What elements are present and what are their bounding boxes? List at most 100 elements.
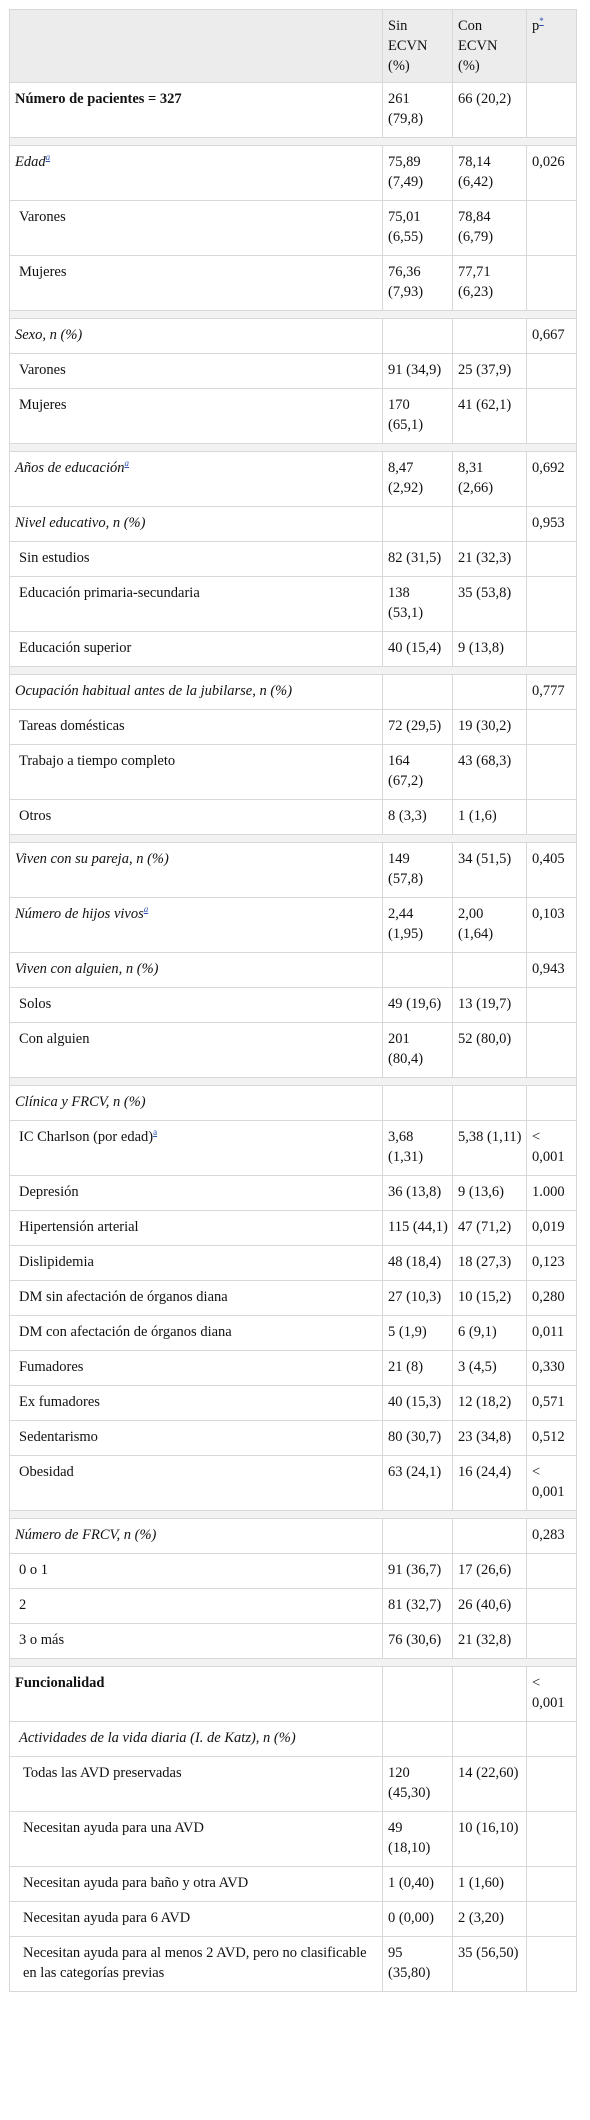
row-label: Sin estudios bbox=[9, 541, 383, 577]
value-con-ecvn bbox=[452, 1721, 527, 1757]
footnote-link[interactable]: a bbox=[124, 458, 130, 469]
table-row: Ocupación habitual antes de la jubilarse… bbox=[9, 674, 577, 710]
value-con-ecvn: 3 (4,5) bbox=[452, 1350, 527, 1386]
row-label: 2 bbox=[9, 1588, 383, 1624]
spacer-cell bbox=[9, 1658, 577, 1667]
value-con-ecvn: 9 (13,6) bbox=[452, 1175, 527, 1211]
row-label: Actividades de la vida diaria (I. de Kat… bbox=[9, 1721, 383, 1757]
value-con-ecvn: 41 (62,1) bbox=[452, 388, 527, 444]
footnote-link[interactable]: a bbox=[153, 1127, 158, 1138]
value-sin-ecvn: 3,68 (1,31) bbox=[382, 1120, 453, 1176]
value-p: 0,667 bbox=[526, 318, 577, 354]
table-row: Hipertensión arterial 115 (44,1) 47 (71,2)… bbox=[9, 1210, 577, 1246]
row-label-text: Varones bbox=[19, 362, 66, 378]
row-label-text: Funcionalidad bbox=[15, 1675, 105, 1691]
table-row: Nivel educativo, n (%) 0,953 bbox=[9, 506, 577, 542]
value-p bbox=[526, 1756, 577, 1812]
value-sin-ecvn: 115 (44,1) bbox=[382, 1210, 453, 1246]
row-spacer bbox=[9, 666, 577, 675]
value-con-ecvn: 43 (68,3) bbox=[452, 744, 527, 800]
row-spacer bbox=[9, 1510, 577, 1519]
value-sin-ecvn: 95 (35,80) bbox=[382, 1936, 453, 1992]
row-spacer bbox=[9, 1658, 577, 1667]
table-row: Otros 8 (3,3) 1 (1,6) bbox=[9, 799, 577, 835]
value-con-ecvn: 18 (27,3) bbox=[452, 1245, 527, 1281]
value-sin-ecvn: 81 (32,7) bbox=[382, 1588, 453, 1624]
row-label: Número de FRCV, n (%) bbox=[9, 1518, 383, 1554]
row-label-text: Ex fumadores bbox=[19, 1394, 100, 1410]
value-con-ecvn: 10 (15,2) bbox=[452, 1280, 527, 1316]
row-label: Mujeres bbox=[9, 255, 383, 311]
row-label: Solos bbox=[9, 987, 383, 1023]
value-sin-ecvn: 8 (3,3) bbox=[382, 799, 453, 835]
row-label-text: Mujeres bbox=[19, 264, 67, 280]
value-con-ecvn: 47 (71,2) bbox=[452, 1210, 527, 1246]
value-sin-ecvn: 5 (1,9) bbox=[382, 1315, 453, 1351]
value-con-ecvn bbox=[452, 318, 527, 354]
row-label-text: Educación primaria-secundaria bbox=[19, 585, 200, 601]
value-p: < 0,001 bbox=[526, 1120, 577, 1176]
spacer-cell bbox=[9, 834, 577, 843]
row-label: Educación superior bbox=[9, 631, 383, 667]
value-con-ecvn: 66 (20,2) bbox=[452, 82, 527, 138]
row-label: Hipertensión arterial bbox=[9, 1210, 383, 1246]
value-sin-ecvn: 27 (10,3) bbox=[382, 1280, 453, 1316]
table-row: Sedentarismo 80 (30,7) 23 (34,8) 0,512 bbox=[9, 1420, 577, 1456]
value-p bbox=[526, 1811, 577, 1867]
value-p bbox=[526, 541, 577, 577]
value-sin-ecvn bbox=[382, 318, 453, 354]
value-p: 0,123 bbox=[526, 1245, 577, 1281]
row-label: Funcionalidad bbox=[9, 1666, 383, 1722]
value-sin-ecvn: 75,01 (6,55) bbox=[382, 200, 453, 256]
table-row: Actividades de la vida diaria (I. de Kat… bbox=[9, 1721, 577, 1757]
value-sin-ecvn bbox=[382, 506, 453, 542]
table-row: Dislipidemia 48 (18,4) 18 (27,3) 0,123 bbox=[9, 1245, 577, 1281]
value-con-ecvn: 34 (51,5) bbox=[452, 842, 527, 898]
value-con-ecvn: 13 (19,7) bbox=[452, 987, 527, 1023]
value-p bbox=[526, 1936, 577, 1992]
value-sin-ecvn: 82 (31,5) bbox=[382, 541, 453, 577]
row-label: Ex fumadores bbox=[9, 1385, 383, 1421]
value-p: 0,777 bbox=[526, 674, 577, 710]
row-label: IC Charlson (por edad)a bbox=[9, 1120, 383, 1176]
row-label: Necesitan ayuda para 6 AVD bbox=[9, 1901, 383, 1937]
table-row: Varones 91 (34,9) 25 (37,9) bbox=[9, 353, 577, 389]
row-label-text: 3 o más bbox=[19, 1632, 65, 1648]
header-sin-ecvn: Sin ECVN (%) bbox=[382, 9, 453, 83]
footnote-link[interactable]: a bbox=[45, 152, 51, 163]
table-row: Depresión 36 (13,8) 9 (13,6) 1.000 bbox=[9, 1175, 577, 1211]
row-label: Obesidad bbox=[9, 1455, 383, 1511]
spacer-cell bbox=[9, 1077, 577, 1086]
footnote-link[interactable]: a bbox=[143, 904, 149, 915]
value-con-ecvn: 2 (3,20) bbox=[452, 1901, 527, 1937]
row-label-text: Años de educación bbox=[15, 460, 125, 476]
row-label-text: 0 o 1 bbox=[19, 1562, 48, 1578]
value-p: 0,692 bbox=[526, 451, 577, 507]
value-con-ecvn: 78,84 (6,79) bbox=[452, 200, 527, 256]
value-con-ecvn: 78,14 (6,42) bbox=[452, 145, 527, 201]
value-p bbox=[526, 1588, 577, 1624]
row-label: Años de educacióna bbox=[9, 451, 383, 507]
value-p bbox=[526, 576, 577, 632]
row-label-text: Mujeres bbox=[19, 397, 67, 413]
value-sin-ecvn: 91 (34,9) bbox=[382, 353, 453, 389]
table-row: 3 o más 76 (30,6) 21 (32,8) bbox=[9, 1623, 577, 1659]
row-label-text: Nivel educativo, n (%) bbox=[15, 515, 146, 531]
footnote-link-star[interactable]: * bbox=[539, 16, 544, 27]
row-label-text: Clínica y FRCV, n (%) bbox=[15, 1094, 146, 1110]
table-row: Necesitan ayuda para una AVD 49 (18,10) 10… bbox=[9, 1811, 577, 1867]
row-label: Depresión bbox=[9, 1175, 383, 1211]
row-label: Varones bbox=[9, 200, 383, 256]
row-label-text: Todas las AVD preservadas bbox=[23, 1765, 182, 1781]
row-label-text: Actividades de la vida diaria (I. de Kat… bbox=[19, 1730, 296, 1746]
table-row: Necesitan ayuda para baño y otra AVD 1 (0… bbox=[9, 1866, 577, 1902]
value-sin-ecvn: 49 (19,6) bbox=[382, 987, 453, 1023]
table-row: Funcionalidad < 0,001 bbox=[9, 1666, 577, 1722]
header-blank bbox=[9, 9, 383, 83]
table-row: Trabajo a tiempo completo 164 (67,2) 43 (6… bbox=[9, 744, 577, 800]
table-row: Educación primaria-secundaria 138 (53,1) 3… bbox=[9, 576, 577, 632]
value-sin-ecvn: 49 (18,10) bbox=[382, 1811, 453, 1867]
value-con-ecvn: 2,00 (1,64) bbox=[452, 897, 527, 953]
row-label-text: 2 bbox=[19, 1597, 27, 1613]
table-body: Número de pacientes = 327 261 (79,8) 66 (2… bbox=[9, 82, 577, 1992]
